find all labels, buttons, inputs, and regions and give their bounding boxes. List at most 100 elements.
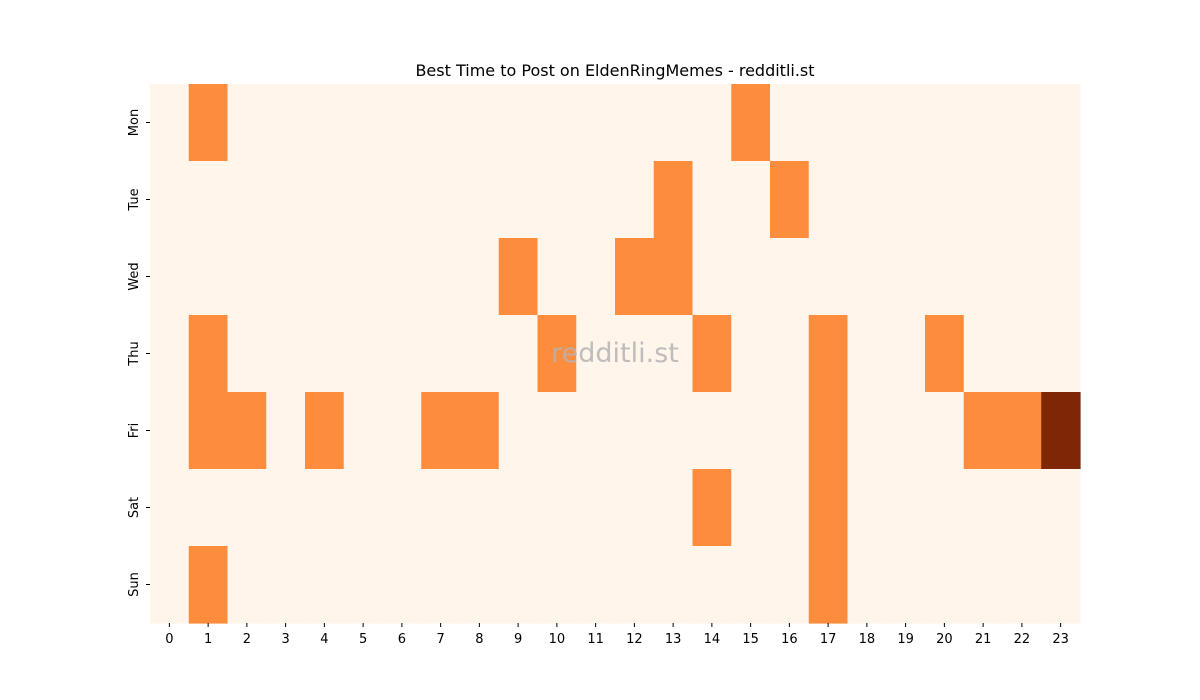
- heatmap-cell-tue-17: [808, 161, 849, 239]
- heatmap-cell-wed-20: [925, 238, 965, 316]
- heatmap-cell-wed-13: [653, 238, 694, 316]
- heatmap-cell-fri-8: [460, 392, 500, 470]
- heatmap-cell-sat-0: [150, 469, 190, 547]
- heatmap-cell-thu-18: [847, 315, 887, 393]
- heatmap-cell-sat-19: [886, 469, 926, 547]
- heatmap-cell-thu-10: [537, 315, 577, 393]
- heatmap-cell-mon-11: [576, 84, 616, 162]
- heatmap-cell-fri-5: [343, 392, 384, 470]
- heatmap-cell-tue-4: [305, 161, 345, 239]
- heatmap-cell-sun-0: [150, 546, 190, 624]
- heatmap-cell-wed-10: [537, 238, 577, 316]
- heatmap-cell-sat-21: [963, 469, 1004, 547]
- y-tick-label: Wed: [127, 262, 142, 290]
- x-tick-label: 5: [359, 632, 367, 647]
- heatmap-cell-sat-23: [1041, 469, 1081, 547]
- heatmap-cell-thu-20: [925, 315, 965, 393]
- heatmap-cell-thu-4: [305, 315, 345, 393]
- heatmap-cell-thu-9: [498, 315, 539, 393]
- heatmap-cell-sun-7: [421, 546, 461, 624]
- heatmap-cell-fri-21: [963, 392, 1004, 470]
- heatmap-cell-wed-15: [731, 238, 771, 316]
- heatmap-cell-tue-1: [188, 161, 229, 239]
- heatmap-cell-tue-22: [1002, 161, 1042, 239]
- heatmap-cells: [150, 84, 1081, 624]
- heatmap-cell-tue-19: [886, 161, 926, 239]
- x-tick-label: 4: [320, 632, 328, 647]
- chart-title: Best Time to Post on EldenRingMemes - re…: [415, 61, 814, 80]
- heatmap-cell-fri-10: [537, 392, 577, 470]
- heatmap-cell-sat-13: [653, 469, 694, 547]
- x-tick-label: 2: [243, 632, 251, 647]
- heatmap-cell-sun-5: [343, 546, 384, 624]
- heatmap-cell-sun-11: [576, 546, 616, 624]
- heatmap-cell-thu-5: [343, 315, 384, 393]
- heatmap-cell-mon-4: [305, 84, 345, 162]
- heatmap-cell-mon-3: [266, 84, 306, 162]
- heatmap-cell-fri-17: [808, 392, 849, 470]
- heatmap-cell-sun-3: [266, 546, 306, 624]
- heatmap-cell-sun-17: [808, 546, 849, 624]
- heatmap-cell-mon-21: [963, 84, 1004, 162]
- heatmap-cell-sat-22: [1002, 469, 1042, 547]
- heatmap-cell-tue-9: [498, 161, 539, 239]
- heatmap-cell-fri-6: [382, 392, 422, 470]
- heatmap-cell-mon-12: [615, 84, 655, 162]
- heatmap-cell-tue-8: [460, 161, 500, 239]
- heatmap-cell-fri-0: [150, 392, 190, 470]
- heatmap-cell-sat-6: [382, 469, 422, 547]
- heatmap-cell-mon-13: [653, 84, 694, 162]
- heatmap-cell-tue-2: [227, 161, 267, 239]
- heatmap-cell-mon-23: [1041, 84, 1081, 162]
- heatmap-cell-fri-14: [692, 392, 732, 470]
- heatmap-cell-mon-9: [498, 84, 539, 162]
- heatmap-cell-tue-23: [1041, 161, 1081, 239]
- heatmap-cell-mon-5: [343, 84, 384, 162]
- heatmap-cell-fri-4: [305, 392, 345, 470]
- heatmap-cell-tue-6: [382, 161, 422, 239]
- heatmap-cell-sat-11: [576, 469, 616, 547]
- x-tick-label: 21: [975, 632, 992, 647]
- y-tick-label: Thu: [127, 341, 142, 366]
- y-tick-label: Sun: [127, 572, 142, 597]
- heatmap-cell-wed-12: [615, 238, 655, 316]
- heatmap-cell-mon-15: [731, 84, 771, 162]
- heatmap-cell-fri-1: [188, 392, 229, 470]
- heatmap-cell-sun-19: [886, 546, 926, 624]
- heatmap-cell-fri-12: [615, 392, 655, 470]
- heatmap-cell-fri-22: [1002, 392, 1042, 470]
- heatmap-cell-sun-10: [537, 546, 577, 624]
- heatmap-cell-sun-16: [770, 546, 810, 624]
- heatmap-cell-fri-20: [925, 392, 965, 470]
- heatmap-cell-wed-11: [576, 238, 616, 316]
- heatmap-cell-tue-0: [150, 161, 190, 239]
- heatmap-cell-thu-23: [1041, 315, 1081, 393]
- heatmap-cell-sat-14: [692, 469, 732, 547]
- heatmap-cell-fri-13: [653, 392, 694, 470]
- heatmap-cell-wed-21: [963, 238, 1004, 316]
- heatmap-cell-sun-1: [188, 546, 229, 624]
- x-tick-label: 15: [742, 632, 759, 647]
- heatmap-cell-fri-7: [421, 392, 461, 470]
- heatmap-cell-mon-2: [227, 84, 267, 162]
- heatmap-cell-mon-18: [847, 84, 887, 162]
- x-tick-label: 18: [859, 632, 876, 647]
- x-tick-label: 19: [897, 632, 914, 647]
- heatmap-cell-wed-9: [498, 238, 539, 316]
- heatmap-cell-wed-8: [460, 238, 500, 316]
- x-tick-label: 17: [820, 632, 837, 647]
- heatmap-cell-tue-20: [925, 161, 965, 239]
- heatmap-cell-sun-14: [692, 546, 732, 624]
- x-tick-label: 20: [936, 632, 953, 647]
- heatmap-cell-tue-15: [731, 161, 771, 239]
- heatmap-cell-wed-14: [692, 238, 732, 316]
- heatmap-cell-mon-20: [925, 84, 965, 162]
- heatmap-cell-wed-17: [808, 238, 849, 316]
- y-tick-label: Mon: [127, 109, 142, 136]
- y-tick-label: Fri: [127, 423, 142, 439]
- heatmap-cell-tue-13: [653, 161, 694, 239]
- x-tick-label: 8: [475, 632, 483, 647]
- heatmap-cell-mon-22: [1002, 84, 1042, 162]
- heatmap-cell-mon-0: [150, 84, 190, 162]
- heatmap-cell-wed-1: [188, 238, 229, 316]
